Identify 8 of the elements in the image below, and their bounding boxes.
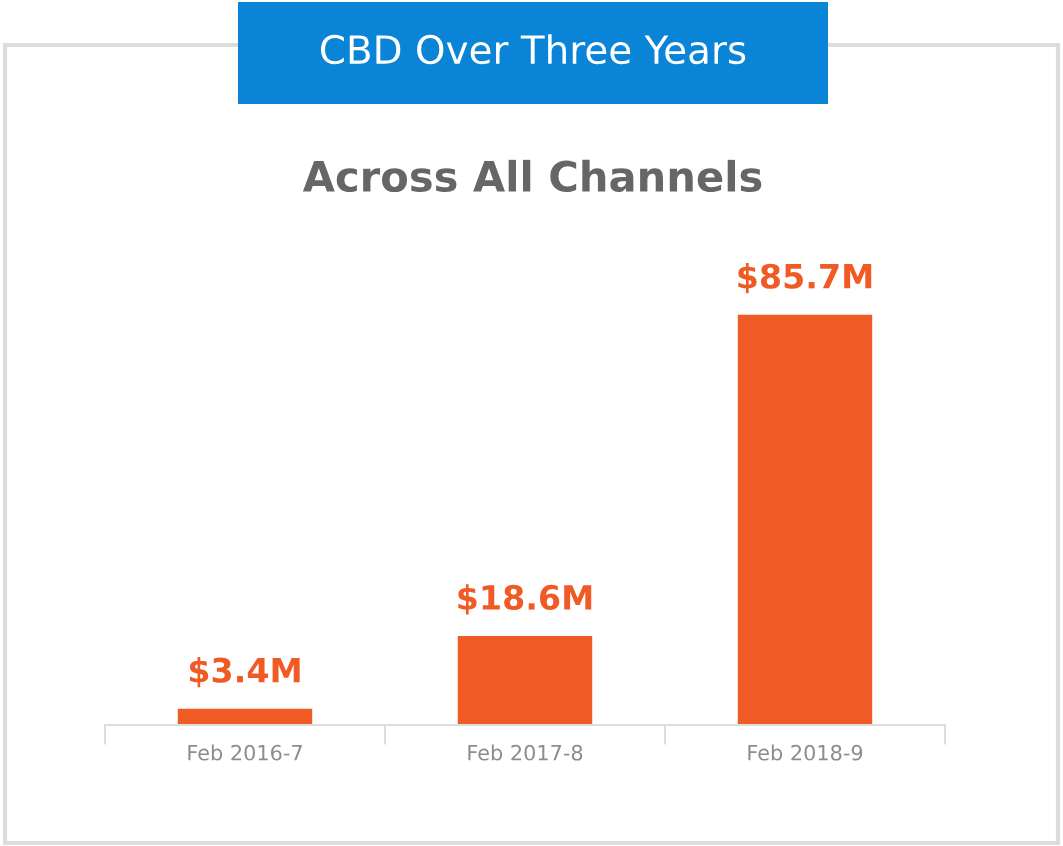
data-label: $3.4M [189, 657, 300, 688]
chart-title: CBD Over Three Years [320, 34, 746, 65]
chart-subtitle: Across All Channels [302, 159, 762, 193]
data-label: $18.6M [458, 584, 592, 615]
x-tick-label: Feb 2016-7 [188, 744, 302, 761]
x-tick-label: Feb 2018-9 [748, 744, 863, 761]
data-label: $85.7M [738, 263, 872, 294]
x-tick-label: Feb 2017-8 [468, 744, 583, 761]
